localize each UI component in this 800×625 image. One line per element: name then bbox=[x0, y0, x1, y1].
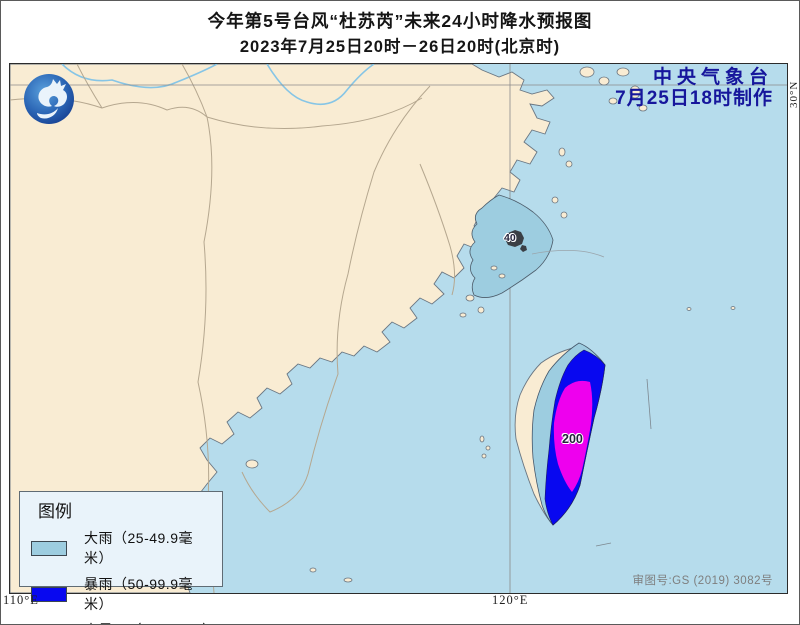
legend-box: 图例 大雨（25-49.9毫米） 暴雨（50-99.9毫米） 大暴雨（100-2… bbox=[19, 491, 223, 624]
legend-row-rainstorm: 暴雨（50-99.9毫米） bbox=[31, 574, 214, 614]
boundary-line-sea bbox=[531, 250, 605, 258]
page-subtitle-datetime: 2023年7月25日20时－26日20时(北京时) bbox=[239, 38, 561, 56]
rivers bbox=[61, 64, 375, 106]
annotation-taiwan-max: 200 bbox=[562, 432, 583, 446]
taiwan-heavy-rainstorm-core bbox=[553, 380, 593, 492]
map-license-number: 审图号:GS (2019) 3082号 bbox=[632, 575, 773, 587]
annotation-coastal-max: 40 bbox=[504, 232, 516, 244]
legend-title: 图例 bbox=[38, 502, 72, 521]
legend-label-heavy-rainstorm: 大暴雨（100-200毫米） bbox=[84, 620, 214, 624]
rain-area-coastal-heavy-rain bbox=[469, 194, 554, 298]
graticule-lines bbox=[10, 64, 787, 593]
legend-label-heavy-rain: 大雨（25-49.9毫米） bbox=[84, 530, 193, 566]
legend-row-heavy-rain: 大雨（25-49.9毫米） bbox=[31, 528, 214, 568]
lon-label-110e: 110°E bbox=[3, 593, 39, 607]
rain-contour-cluster bbox=[505, 230, 527, 252]
misc-boundary-segments bbox=[595, 378, 652, 547]
agency-issue-time: 7月25日18时制作 bbox=[615, 88, 773, 109]
cma-logo bbox=[24, 74, 74, 124]
islands bbox=[245, 66, 736, 583]
legend-label-rainstorm: 暴雨（50-99.9毫米） bbox=[84, 576, 193, 612]
legend-row-heavy-rainstorm: 大暴雨（100-200毫米） bbox=[31, 620, 214, 624]
lon-label-120e: 120°E bbox=[492, 593, 529, 607]
agency-credit: 中央气象台 7月25日18时制作 bbox=[615, 67, 773, 109]
legend-swatch-heavy-rain bbox=[31, 540, 67, 556]
legend-swatch-rainstorm bbox=[31, 586, 67, 602]
page-title: 今年第5号台风“杜苏芮”未来24小时降水预报图 bbox=[207, 11, 593, 31]
mainland-china bbox=[10, 64, 555, 593]
lat-label-30n: 30°N bbox=[788, 80, 800, 108]
agency-name: 中央气象台 bbox=[652, 67, 773, 88]
